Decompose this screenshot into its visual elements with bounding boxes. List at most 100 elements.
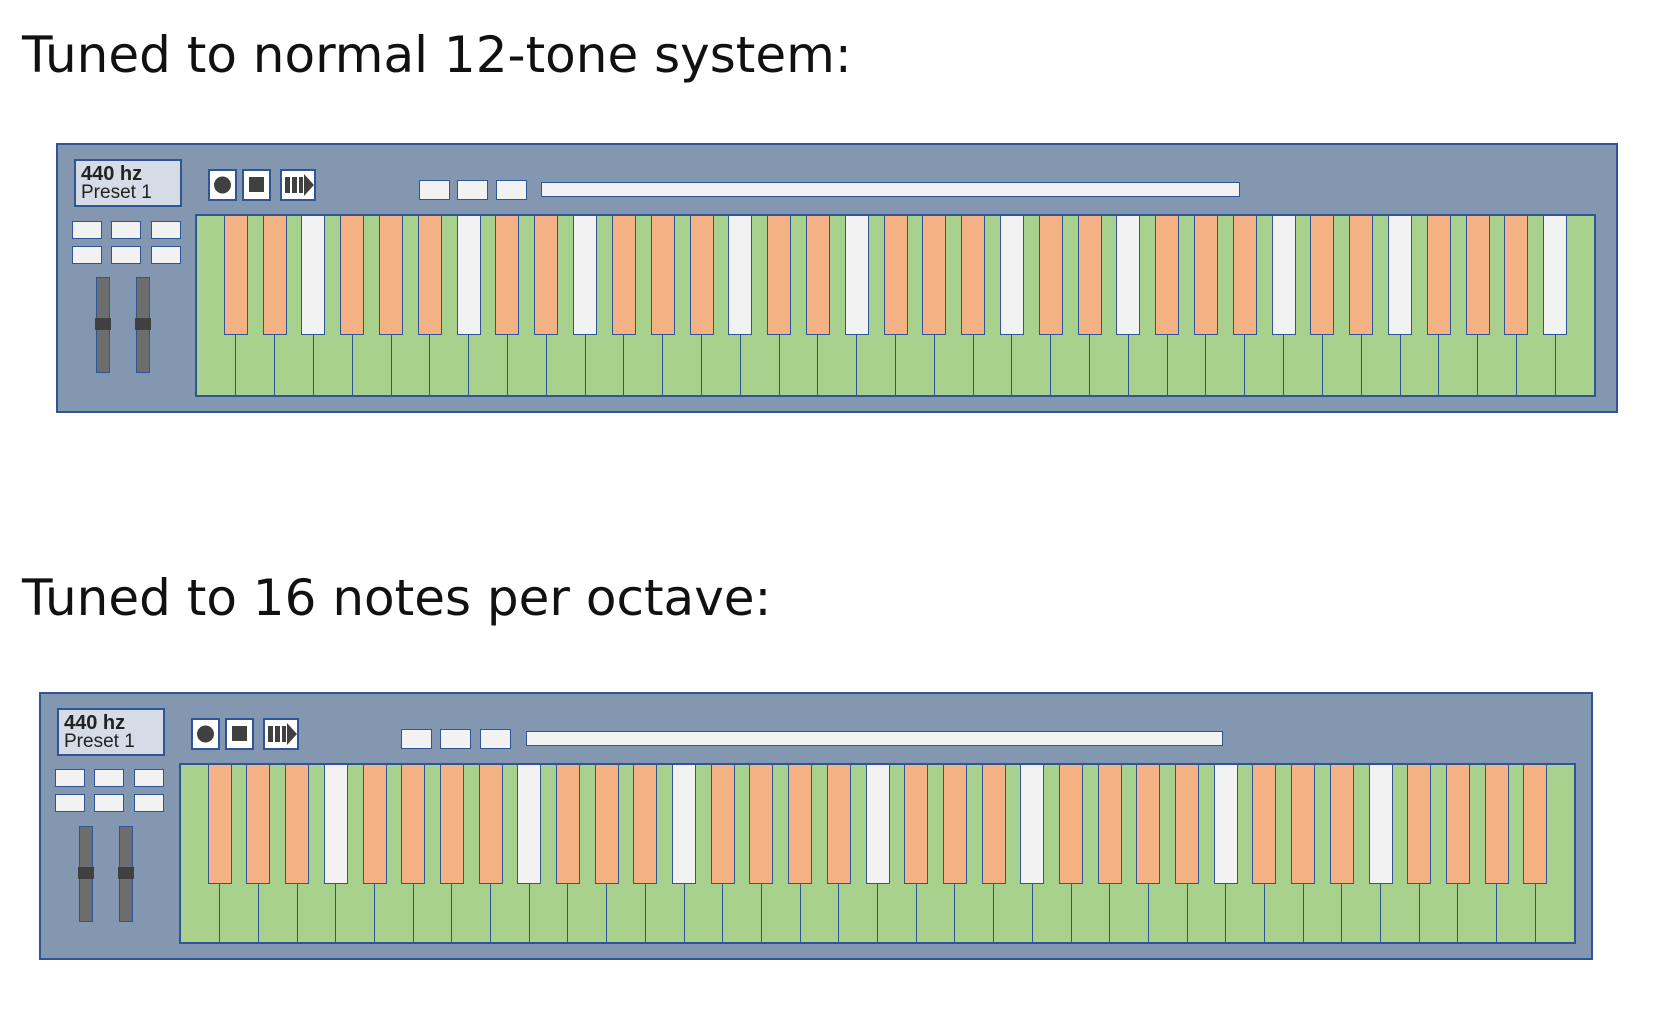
black-key-sharp[interactable] [1426, 216, 1451, 335]
record-button[interactable] [208, 169, 237, 201]
function-button[interactable] [419, 180, 450, 200]
play-button[interactable] [280, 169, 316, 201]
black-key-neutral[interactable] [573, 216, 598, 335]
black-key-sharp[interactable] [904, 765, 929, 884]
slider-track[interactable] [78, 826, 94, 922]
black-key-sharp[interactable] [961, 216, 986, 335]
black-key-neutral[interactable] [999, 216, 1024, 335]
function-button[interactable] [496, 180, 527, 200]
slider-track[interactable] [135, 277, 151, 373]
pad-button[interactable] [151, 246, 181, 264]
black-key-sharp[interactable] [689, 216, 714, 335]
black-key-sharp[interactable] [1504, 216, 1529, 335]
black-key-sharp[interactable] [1155, 216, 1180, 335]
black-key-neutral[interactable] [844, 216, 869, 335]
black-key-sharp[interactable] [1484, 765, 1509, 884]
black-key-sharp[interactable] [207, 765, 232, 884]
pad-button[interactable] [134, 769, 164, 787]
black-key-sharp[interactable] [749, 765, 774, 884]
slider-handle[interactable] [135, 318, 151, 330]
black-key-sharp[interactable] [805, 216, 830, 335]
black-key-sharp[interactable] [1175, 765, 1200, 884]
black-key-sharp[interactable] [826, 765, 851, 884]
black-key-sharp[interactable] [362, 765, 387, 884]
pad-button[interactable] [72, 221, 102, 239]
black-key-sharp[interactable] [1310, 216, 1335, 335]
black-key-sharp[interactable] [767, 216, 792, 335]
slider-handle[interactable] [95, 318, 111, 330]
black-key-sharp[interactable] [1038, 216, 1063, 335]
black-key-sharp[interactable] [611, 216, 636, 335]
black-key-sharp[interactable] [1232, 216, 1257, 335]
black-key-sharp[interactable] [1077, 216, 1102, 335]
black-key-sharp[interactable] [340, 216, 365, 335]
stop-button[interactable] [242, 169, 271, 201]
black-key-neutral[interactable] [1020, 765, 1045, 884]
function-button[interactable] [440, 729, 471, 749]
black-key-sharp[interactable] [788, 765, 813, 884]
black-key-sharp[interactable] [633, 765, 658, 884]
black-key-sharp[interactable] [555, 765, 580, 884]
black-key-sharp[interactable] [401, 765, 426, 884]
black-key-sharp[interactable] [594, 765, 619, 884]
black-key-sharp[interactable] [1291, 765, 1316, 884]
black-key-neutral[interactable] [1213, 765, 1238, 884]
pad-button[interactable] [111, 246, 141, 264]
black-key-sharp[interactable] [1407, 765, 1432, 884]
record-button[interactable] [191, 718, 220, 750]
slider-track[interactable] [95, 277, 111, 373]
black-key-sharp[interactable] [1329, 765, 1354, 884]
pad-button[interactable] [94, 769, 124, 787]
black-key-sharp[interactable] [710, 765, 735, 884]
black-key-neutral[interactable] [1271, 216, 1296, 335]
pad-button[interactable] [151, 221, 181, 239]
black-key-neutral[interactable] [517, 765, 542, 884]
black-key-sharp[interactable] [1136, 765, 1161, 884]
black-key-neutral[interactable] [1368, 765, 1393, 884]
black-key-sharp[interactable] [1445, 765, 1470, 884]
pad-button[interactable] [55, 769, 85, 787]
black-key-sharp[interactable] [1523, 765, 1548, 884]
black-key-sharp[interactable] [262, 216, 287, 335]
pad-button[interactable] [134, 794, 164, 812]
function-button[interactable] [401, 729, 432, 749]
black-key-neutral[interactable] [1116, 216, 1141, 335]
black-key-neutral[interactable] [1388, 216, 1412, 335]
function-button[interactable] [480, 729, 511, 749]
black-key-sharp[interactable] [379, 216, 403, 335]
black-key-sharp[interactable] [883, 216, 908, 335]
black-key-neutral[interactable] [728, 216, 753, 335]
play-button[interactable] [263, 718, 299, 750]
black-key-sharp[interactable] [417, 216, 442, 335]
black-key-sharp[interactable] [1059, 765, 1083, 884]
pitch-strip[interactable] [526, 731, 1223, 746]
black-key-sharp[interactable] [650, 216, 675, 335]
black-key-neutral[interactable] [1543, 216, 1568, 335]
slider-track[interactable] [118, 826, 134, 922]
black-key-sharp[interactable] [1252, 765, 1277, 884]
black-key-sharp[interactable] [223, 216, 248, 335]
black-key-sharp[interactable] [1097, 765, 1122, 884]
black-key-neutral[interactable] [865, 765, 890, 884]
black-key-sharp[interactable] [495, 216, 520, 335]
black-key-sharp[interactable] [942, 765, 967, 884]
black-key-neutral[interactable] [672, 765, 696, 884]
black-key-neutral[interactable] [323, 765, 348, 884]
pad-button[interactable] [94, 794, 124, 812]
stop-button[interactable] [225, 718, 254, 750]
slider-handle[interactable] [118, 867, 134, 879]
function-button[interactable] [457, 180, 488, 200]
black-key-neutral[interactable] [301, 216, 326, 335]
black-key-sharp[interactable] [439, 765, 464, 884]
black-key-sharp[interactable] [1349, 216, 1374, 335]
black-key-sharp[interactable] [922, 216, 947, 335]
pad-button[interactable] [72, 246, 102, 264]
black-key-sharp[interactable] [285, 765, 310, 884]
black-key-sharp[interactable] [1465, 216, 1490, 335]
slider-handle[interactable] [78, 867, 94, 879]
black-key-sharp[interactable] [478, 765, 503, 884]
pitch-strip[interactable] [541, 182, 1240, 197]
pad-button[interactable] [55, 794, 85, 812]
black-key-sharp[interactable] [246, 765, 271, 884]
black-key-sharp[interactable] [534, 216, 559, 335]
